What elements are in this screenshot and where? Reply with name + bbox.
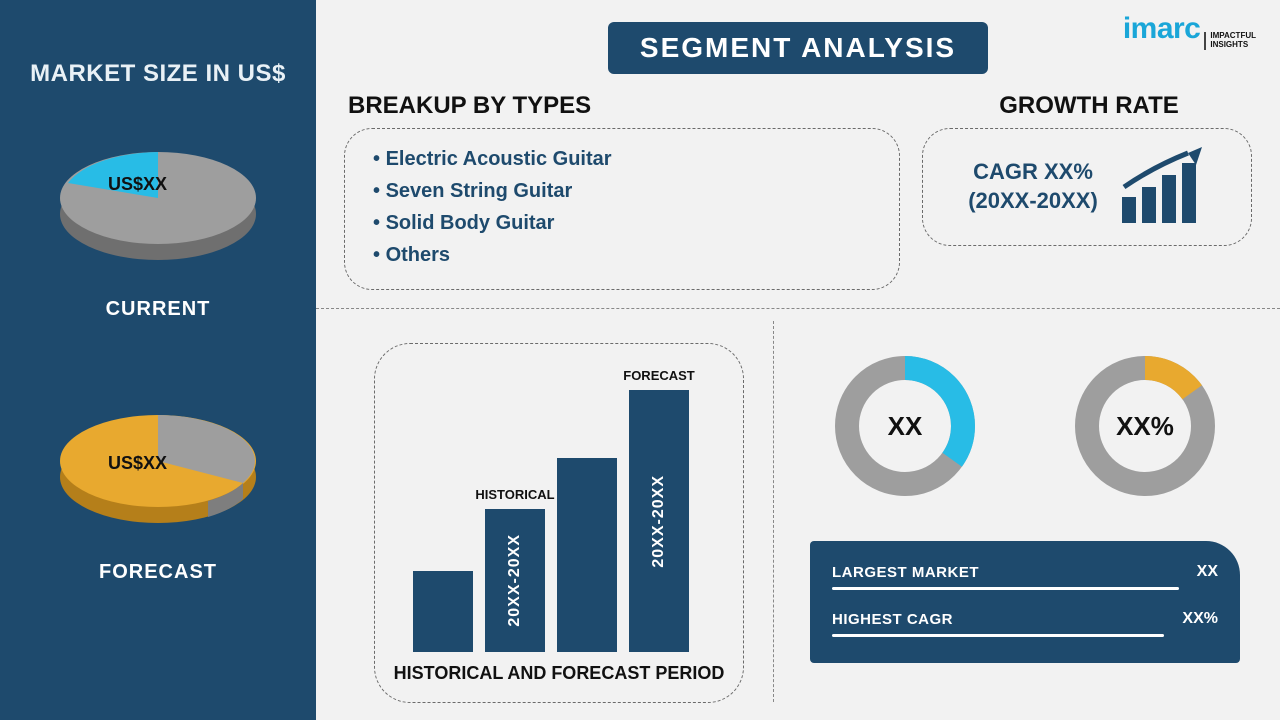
bar-2-top: HISTORICAL xyxy=(475,487,554,502)
pie-current-value: US$XX xyxy=(108,174,167,194)
pie-current: US$XX CURRENT xyxy=(48,128,268,321)
donuts-row: XX XX% xyxy=(830,351,1220,501)
donut-1-center: XX xyxy=(888,411,923,442)
info-1-bar xyxy=(832,587,1179,590)
barchart-section: HISTORICAL 20XX-20XX FORECAST 20XX-20XX … xyxy=(344,321,774,720)
growth-box: CAGR XX% (20XX-20XX) xyxy=(922,128,1252,246)
bars-area: HISTORICAL 20XX-20XX FORECAST 20XX-20XX xyxy=(413,382,705,652)
info-1-label: LARGEST MARKET xyxy=(832,564,979,581)
breakup-list: Electric Acoustic Guitar Seven String Gu… xyxy=(373,143,871,271)
market-size-heading: MARKET SIZE IN US$ xyxy=(30,60,286,88)
row-bottom: HISTORICAL 20XX-20XX FORECAST 20XX-20XX … xyxy=(316,308,1280,720)
info-row-2: HIGHEST CAGR XX% xyxy=(832,610,1218,628)
list-item: Seven String Guitar xyxy=(373,175,871,207)
pie-current-svg: US$XX xyxy=(48,128,268,278)
list-item: Solid Body Guitar xyxy=(373,207,871,239)
donut-2-center: XX% xyxy=(1116,411,1174,442)
brand-tagline: IMPACTFUL INSIGHTS xyxy=(1204,32,1256,50)
info-2-value: XX% xyxy=(1182,610,1218,628)
list-item: Electric Acoustic Guitar xyxy=(373,143,871,175)
info-card: LARGEST MARKET XX HIGHEST CAGR XX% xyxy=(810,541,1240,663)
row-top: BREAKUP BY TYPES Electric Acoustic Guita… xyxy=(316,74,1280,290)
growth-section: GROWTH RATE CAGR XX% (20XX-20XX) xyxy=(922,92,1252,290)
info-2-label: HIGHEST CAGR xyxy=(832,611,953,628)
right-section: XX XX% LARGEST MARKET XX HIGHEST C xyxy=(774,321,1252,720)
pie-forecast-svg: US$XX xyxy=(48,391,268,541)
bar-4: FORECAST 20XX-20XX xyxy=(629,390,689,652)
page-title: SEGMENT ANALYSIS xyxy=(608,22,988,74)
growth-icon xyxy=(1118,147,1206,227)
breakup-section: BREAKUP BY TYPES Electric Acoustic Guita… xyxy=(344,92,900,290)
bar-4-top: FORECAST xyxy=(623,368,695,383)
barchart-box: HISTORICAL 20XX-20XX FORECAST 20XX-20XX … xyxy=(374,343,744,703)
growth-text: CAGR XX% (20XX-20XX) xyxy=(968,158,1098,215)
main-panel: imarc IMPACTFUL INSIGHTS SEGMENT ANALYSI… xyxy=(316,0,1280,720)
info-2-bar xyxy=(832,634,1164,637)
barchart-caption: HISTORICAL AND FORECAST PERIOD xyxy=(375,663,743,684)
breakup-box: Electric Acoustic Guitar Seven String Gu… xyxy=(344,128,900,290)
pie-forecast-caption: FORECAST xyxy=(99,561,217,584)
brand-name: imarc xyxy=(1123,12,1201,46)
pie-forecast: US$XX FORECAST xyxy=(48,391,268,584)
bar-2: HISTORICAL 20XX-20XX xyxy=(485,509,545,652)
info-1-value: XX xyxy=(1197,563,1218,581)
list-item: Others xyxy=(373,239,871,271)
bar-2-side: 20XX-20XX xyxy=(506,534,524,627)
bar-3 xyxy=(557,458,617,652)
growth-heading: GROWTH RATE xyxy=(926,92,1252,120)
donut-1: XX xyxy=(830,351,980,501)
pie-current-caption: CURRENT xyxy=(106,298,211,321)
brand-logo: imarc IMPACTFUL INSIGHTS xyxy=(1123,12,1256,50)
pie-forecast-value: US$XX xyxy=(108,453,167,473)
info-row-1: LARGEST MARKET XX xyxy=(832,563,1218,581)
sidebar: MARKET SIZE IN US$ US$XX CURRENT US$XX F… xyxy=(0,0,316,720)
breakup-heading: BREAKUP BY TYPES xyxy=(348,92,900,120)
bar-1 xyxy=(413,571,473,652)
donut-2: XX% xyxy=(1070,351,1220,501)
bar-4-side: 20XX-20XX xyxy=(650,475,668,568)
